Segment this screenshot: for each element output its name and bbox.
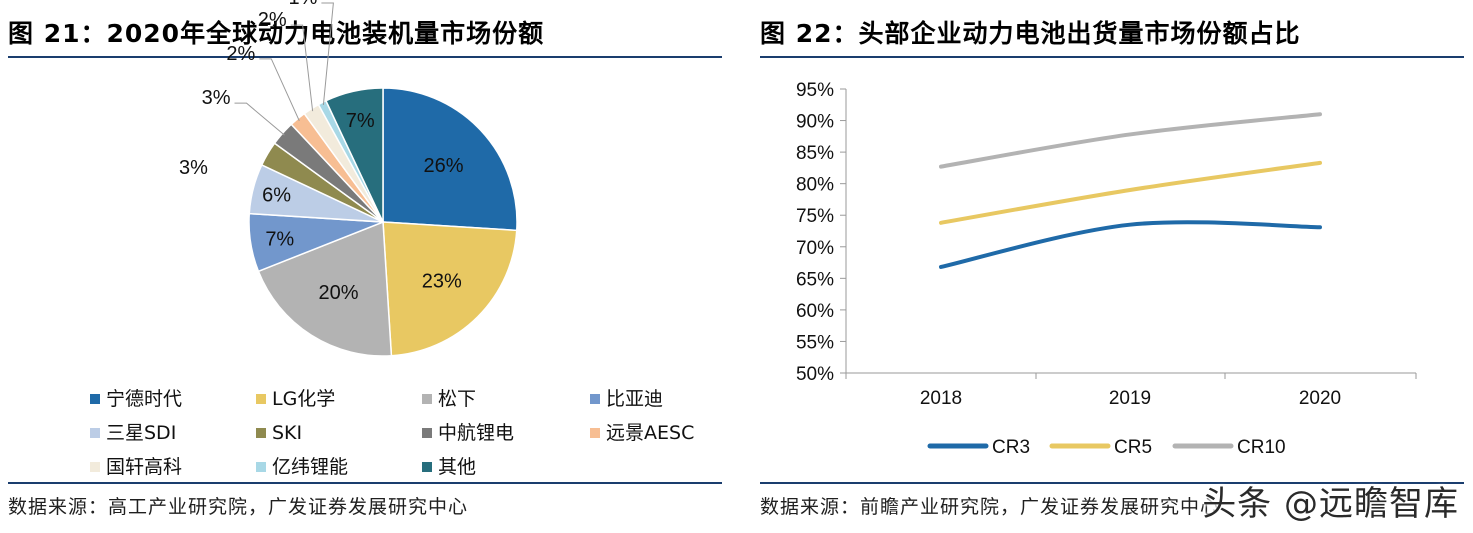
line-legend-label-cr3: CR3 bbox=[992, 437, 1030, 458]
pie-label-8: 2% bbox=[258, 9, 287, 31]
title-rule bbox=[760, 56, 1464, 58]
line-series-cr10 bbox=[939, 112, 1322, 169]
pie-chart-title: 图 21：2020年全球动力电池装机量市场份额 bbox=[8, 19, 545, 48]
pie-label-3: 7% bbox=[265, 228, 294, 250]
pie-label-9: 1% bbox=[288, 0, 317, 9]
y-tick-label: 50% bbox=[796, 364, 834, 385]
pie-leader-8 bbox=[290, 24, 314, 112]
pie-legend-label-4: 三星SDI bbox=[106, 422, 176, 444]
pie-label-0: 26% bbox=[424, 155, 464, 177]
pie-legend-label-6: 中航锂电 bbox=[438, 422, 514, 444]
y-tick-label: 90% bbox=[796, 112, 834, 133]
pie-legend-label-3: 比亚迪 bbox=[606, 388, 663, 410]
pie-legend-label-8: 国轩高科 bbox=[106, 456, 182, 478]
line-chart-source: 数据来源：前瞻产业研究院，广发证券发展研究中心 bbox=[760, 496, 1221, 518]
y-tick-label: 55% bbox=[796, 332, 834, 353]
pie-legend-swatch-2 bbox=[422, 394, 432, 404]
pie-legend-label-1: LG化学 bbox=[272, 388, 335, 410]
pie-chart: 26%23%20%7%6%3%3%2%2%1%7%宁德时代LG化学松下比亚迪三星… bbox=[90, 0, 694, 478]
pie-chart-panel: 图 21：2020年全球动力电池装机量市场份额 26% 23% 20% 7% 6% 3% 3… bbox=[0, 0, 725, 533]
y-tick-label: 70% bbox=[796, 238, 834, 259]
y-tick-label: 95% bbox=[796, 80, 834, 101]
x-tick-label: 2019 bbox=[1109, 388, 1151, 409]
pie-legend-swatch-1 bbox=[256, 394, 266, 404]
y-tick-label: 80% bbox=[796, 175, 834, 196]
x-tick-label: 2020 bbox=[1299, 388, 1341, 409]
pie-legend-label-10: 其他 bbox=[438, 456, 476, 478]
line-chart-title: 图 22：头部企业动力电池出货量市场份额占比 bbox=[760, 19, 1301, 48]
pie-legend-swatch-9 bbox=[256, 462, 266, 472]
x-tick-label: 2018 bbox=[920, 388, 962, 409]
pie-slice-0 bbox=[382, 87, 518, 232]
pie-label-6: 3% bbox=[202, 87, 231, 109]
y-tick-label: 75% bbox=[796, 206, 834, 227]
y-tick-label: 65% bbox=[796, 269, 834, 290]
y-tick-label: 85% bbox=[796, 143, 834, 164]
pie-chart-source: 数据来源：高工产业研究院，广发证券发展研究中心 bbox=[8, 496, 469, 518]
line-legend-label-cr10: CR10 bbox=[1237, 437, 1286, 458]
pie-label-1: 23% bbox=[422, 271, 462, 293]
pie-legend-swatch-3 bbox=[590, 394, 600, 404]
pie-legend-label-7: 远景AESC bbox=[606, 422, 694, 444]
pie-leader-9 bbox=[321, 2, 334, 106]
pie-legend-swatch-10 bbox=[422, 462, 432, 472]
pie-legend-swatch-4 bbox=[90, 428, 100, 438]
pie-legend-label-9: 亿纬锂能 bbox=[272, 456, 348, 478]
pie-leader-6 bbox=[234, 102, 285, 136]
pie-label-7: 2% bbox=[226, 43, 255, 65]
line-legend-label-cr5: CR5 bbox=[1114, 437, 1152, 458]
pie-legend-swatch-6 bbox=[422, 428, 432, 438]
pie-legend-label-5: SKI bbox=[272, 422, 302, 444]
pie-leader-7 bbox=[259, 58, 300, 122]
line-chart-panel: 图 22：头部企业动力电池出货量市场份额占比 50% 55% 60% 65% 70% 75… bbox=[752, 0, 1473, 533]
y-tick-label: 60% bbox=[796, 301, 834, 322]
bottom-rule bbox=[8, 482, 722, 484]
pie-legend-swatch-0 bbox=[90, 394, 100, 404]
pie-slice-2 bbox=[257, 220, 393, 357]
pie-legend-swatch-7 bbox=[590, 428, 600, 438]
pie-label-4: 6% bbox=[262, 185, 291, 207]
pie-legend-label-0: 宁德时代 bbox=[106, 388, 182, 410]
line-series-cr3 bbox=[939, 220, 1322, 269]
bottom-rule bbox=[760, 482, 1464, 484]
title-rule bbox=[8, 56, 722, 58]
watermark: 头条 @远瞻智库 bbox=[1202, 484, 1459, 524]
pie-label-10: 7% bbox=[346, 110, 375, 132]
pie-legend-swatch-8 bbox=[90, 462, 100, 472]
pie-label-2: 20% bbox=[318, 282, 358, 304]
pie-legend-label-2: 松下 bbox=[438, 388, 476, 410]
pie-label-5: 3% bbox=[179, 157, 208, 179]
line-series-cr5 bbox=[939, 160, 1322, 225]
pie-slice-1 bbox=[382, 221, 518, 357]
pie-legend-swatch-5 bbox=[256, 428, 266, 438]
line-chart: 50% 55% 60% 65% 70% 75% 80% 85% 90% 95% 2018 2019 20… bbox=[796, 80, 1417, 458]
pie-slice-10 bbox=[324, 87, 384, 223]
